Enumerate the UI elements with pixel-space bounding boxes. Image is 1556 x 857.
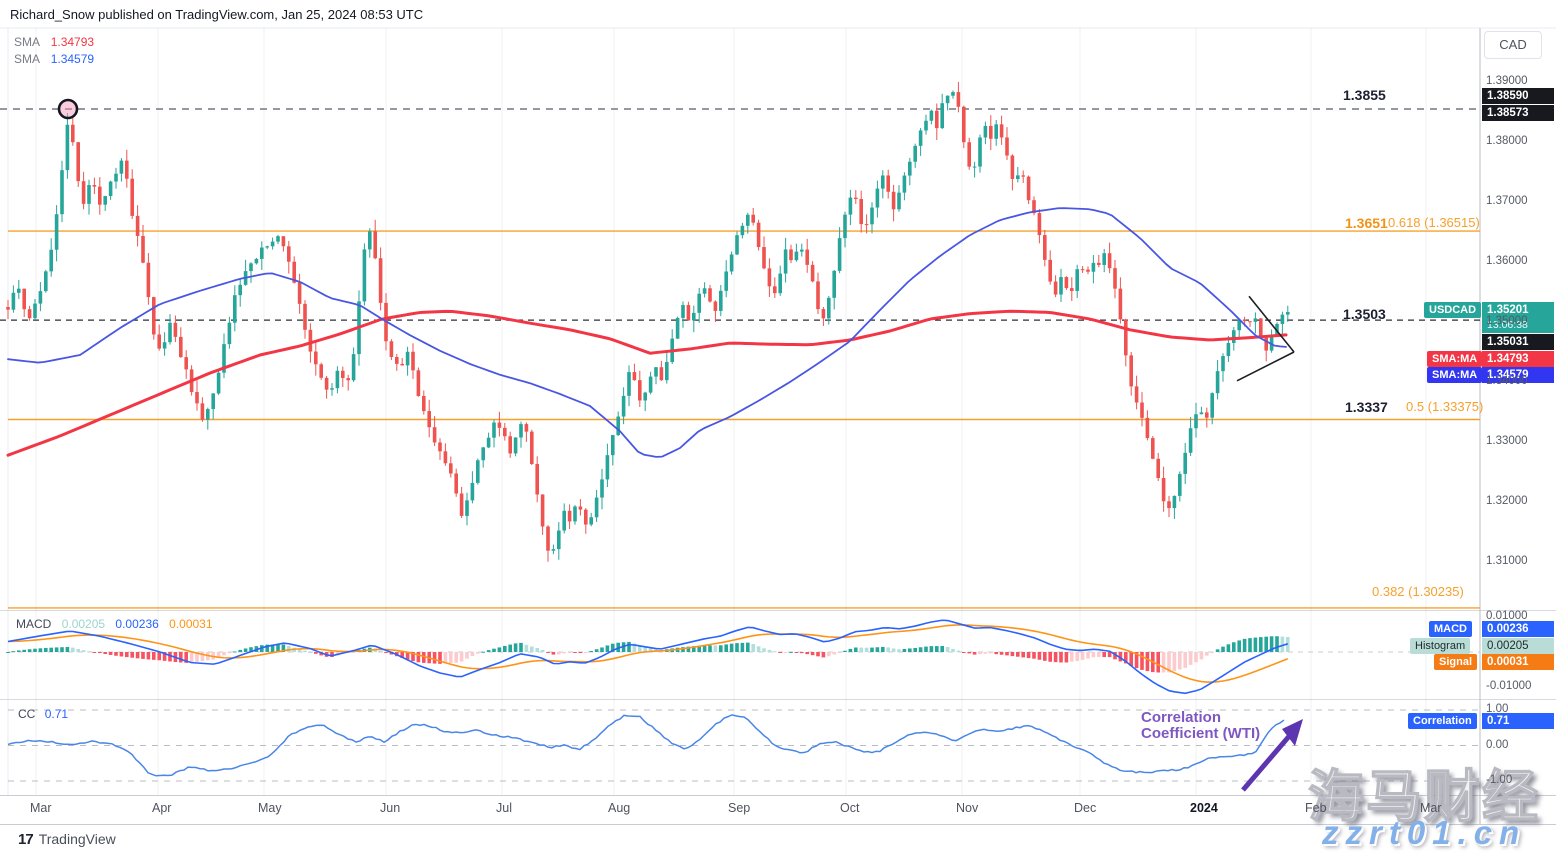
currency-unit-button[interactable]: CAD xyxy=(1484,31,1542,59)
axis-tick-label: 1.32000 xyxy=(1486,495,1528,507)
histogram-value-badge: 0.00205 xyxy=(1482,638,1554,654)
axis-tick-label: 1.35000 xyxy=(1486,315,1528,327)
macd-value-badge: 0.00236 xyxy=(1482,621,1554,637)
signal-tag: Signal xyxy=(1434,654,1478,670)
time-axis-month-label[interactable]: Jul xyxy=(496,801,512,815)
signal-value-badge: 0.00031 xyxy=(1482,654,1554,670)
watermark-cn: 海马财经 xyxy=(1307,764,1540,829)
correlation-value-badge: 0.71 xyxy=(1482,713,1554,729)
time-axis-month-label[interactable]: Nov xyxy=(956,801,979,815)
pivot-level-label: 1.3503 xyxy=(1343,306,1386,322)
symbol-tag: USDCAD xyxy=(1424,302,1482,318)
time-axis-month-label[interactable]: Aug xyxy=(608,801,631,815)
last-price-badge: 1.35201 13:06:38 xyxy=(1482,302,1554,333)
time-axis-month-label[interactable]: Mar xyxy=(1420,801,1442,815)
axis-tick-label: 1.36000 xyxy=(1486,255,1528,267)
time-axis-month-label[interactable]: May xyxy=(258,801,282,815)
fib-618-label: 0.618 (1.36515) xyxy=(1388,215,1480,230)
axis-tick-label: 1.34000 xyxy=(1486,375,1528,387)
prev-close-badge: 1.35031 xyxy=(1482,334,1554,350)
axis-tick-label: 1.00 xyxy=(1486,703,1509,715)
time-axis-month-label[interactable]: 2024 xyxy=(1190,801,1218,815)
time-axis-month-label[interactable]: Apr xyxy=(152,801,172,815)
axis-tick-label: 1.37000 xyxy=(1486,195,1528,207)
correlation-annotation: Correlation Coefficient (WTI) xyxy=(1141,710,1260,742)
sma-red-legend-label: SMA xyxy=(14,35,40,49)
time-axis-month-label[interactable]: Mar xyxy=(30,801,52,815)
watermark-url: zzrt01.cn xyxy=(1322,814,1527,851)
publish-header: Richard_Snow published on TradingView.co… xyxy=(10,7,424,22)
cc-legend-value: 0.71 xyxy=(44,707,69,721)
macd-legend-label: MACD xyxy=(16,617,52,631)
sma-blue-legend-label: SMA xyxy=(14,52,40,66)
correlation-annotation-line1: Correlation xyxy=(1141,709,1222,726)
macd-signal-legend-value: 0.00031 xyxy=(169,617,213,631)
macd-legend[interactable]: MACD 0.00205 0.00236 0.00031 xyxy=(16,617,213,631)
fib-50-price-label: 1.3337 xyxy=(1345,399,1388,415)
time-axis-month-label[interactable]: Feb xyxy=(1305,801,1327,815)
axis-tick-label: 1.33000 xyxy=(1486,435,1528,447)
axis-tick-label: 1.39000 xyxy=(1486,75,1528,87)
macd-hist-legend-value: 0.00205 xyxy=(61,617,106,631)
axis-tick-label: 1.31000 xyxy=(1486,555,1528,567)
cc-legend-label: CC xyxy=(18,707,36,721)
correlation-tag: Correlation xyxy=(1408,713,1477,729)
sma-red-badge: 1.34793 xyxy=(1482,351,1554,367)
sma-red-legend[interactable]: SMA 1.34793 xyxy=(14,35,94,49)
tradingview-logo-icon: 17 xyxy=(18,831,34,848)
macd-tag: MACD xyxy=(1429,621,1472,637)
sma-blue-legend[interactable]: SMA 1.34579 xyxy=(14,52,94,66)
resistance-level-label: 1.3855 xyxy=(1343,87,1386,103)
axis-tick-label: -0.01000 xyxy=(1486,680,1532,692)
tradingview-brand: TradingView xyxy=(38,831,116,847)
fib-618-price-label: 1.3651 xyxy=(1345,215,1388,231)
fib-382-label: 0.382 (1.30235) xyxy=(1372,584,1464,599)
time-axis-month-label[interactable]: Sep xyxy=(728,801,751,815)
macd-line-legend-value: 0.00236 xyxy=(115,617,159,631)
sma-blue-badge: 1.34579 xyxy=(1482,367,1554,383)
sma-red-legend-value: 1.34793 xyxy=(50,35,95,49)
axis-tick-label: 1.38000 xyxy=(1486,135,1528,147)
resistance-badge-2: 1.38573 xyxy=(1482,105,1554,121)
sma-red-tag: SMA:MA xyxy=(1427,351,1483,367)
time-axis-month-label[interactable]: Jun xyxy=(380,801,401,815)
axis-tick-label: 0.01000 xyxy=(1486,610,1528,622)
time-axis-month-label[interactable]: Dec xyxy=(1074,801,1097,815)
histogram-tag: Histogram xyxy=(1410,638,1471,654)
sma-blue-tag: SMA:MA xyxy=(1427,367,1483,383)
last-price-value: 1.35201 xyxy=(1487,304,1529,316)
fib-50-label: 0.5 (1.33375) xyxy=(1406,399,1484,414)
axis-tick-label: 0.00 xyxy=(1486,738,1509,751)
countdown-timer: 13:06:38 xyxy=(1487,319,1528,331)
sma-blue-legend-value: 1.34579 xyxy=(50,52,95,66)
axis-tick-label: -1.00 xyxy=(1486,774,1513,786)
resistance-badge-1: 1.38590 xyxy=(1482,88,1554,104)
correlation-annotation-line2: Coefficient (WTI) xyxy=(1141,725,1261,742)
cc-legend[interactable]: CC 0.71 xyxy=(18,707,68,721)
time-axis-month-label[interactable]: Oct xyxy=(840,801,860,815)
tradingview-footer[interactable]: 17 TradingView xyxy=(18,831,116,848)
